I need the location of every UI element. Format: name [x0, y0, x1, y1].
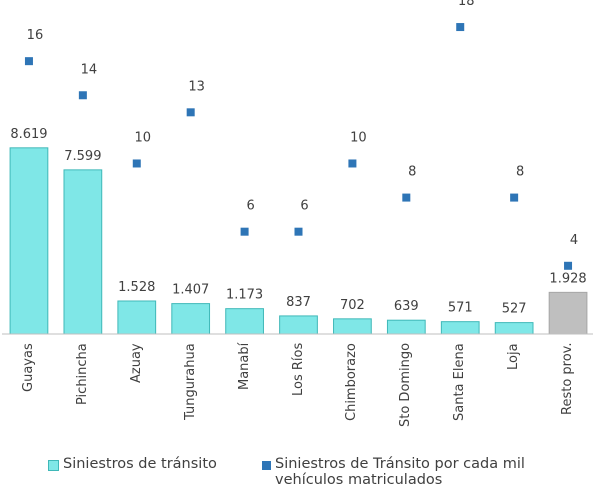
- x-tick-label: Los Ríos: [290, 343, 306, 397]
- data-label: 7.599: [64, 149, 101, 164]
- x-tick-label: Chimborazo: [344, 343, 360, 421]
- legend-item: Siniestros de tránsito: [48, 456, 217, 472]
- legend-swatch: [48, 460, 59, 471]
- bar: [279, 315, 318, 335]
- x-tick-label: Guayas: [20, 343, 36, 392]
- marker: [402, 193, 411, 202]
- data-label: 527: [502, 302, 527, 317]
- marker: [294, 227, 303, 236]
- x-tick-label: Loja: [506, 343, 522, 370]
- data-label: 13: [188, 79, 205, 94]
- data-label: 1.528: [118, 280, 155, 295]
- legend-label: Siniestros de Tránsito por cada mil vehí…: [275, 456, 525, 488]
- data-label: 837: [286, 295, 311, 310]
- x-tick-label: Santa Elena: [452, 343, 468, 421]
- bar: [494, 322, 534, 335]
- data-label: 8: [408, 165, 416, 180]
- marker: [24, 57, 33, 66]
- data-label: 14: [81, 62, 98, 77]
- data-label: 10: [134, 130, 151, 145]
- data-label: 571: [448, 301, 473, 316]
- data-label: 1.173: [226, 288, 263, 303]
- marker: [510, 193, 519, 202]
- data-label: 8: [516, 165, 524, 180]
- bar: [333, 318, 372, 335]
- data-label: 639: [394, 299, 419, 314]
- data-label: 16: [27, 28, 44, 43]
- data-label: 6: [300, 199, 308, 214]
- legend-swatch: [262, 461, 271, 470]
- bar: [63, 169, 103, 335]
- data-label: 18: [458, 0, 475, 9]
- x-tick-label: Pichincha: [74, 343, 90, 405]
- marker: [240, 227, 249, 236]
- marker: [564, 261, 573, 270]
- x-tick-label: Manabí: [236, 343, 252, 391]
- marker: [78, 91, 87, 100]
- marker: [132, 159, 141, 168]
- data-label: 10: [350, 130, 367, 145]
- data-label: 4: [570, 233, 578, 248]
- data-label: 1.407: [172, 283, 209, 298]
- marker: [186, 108, 195, 117]
- data-label: 1.928: [549, 271, 586, 286]
- x-tick-label: Azuay: [128, 343, 144, 383]
- bar: [117, 300, 157, 335]
- x-tick-label: Tungurahua: [182, 343, 198, 420]
- bar: [225, 308, 264, 335]
- data-label: 8.619: [10, 127, 47, 142]
- x-tick-label: Sto Domingo: [398, 343, 414, 428]
- marker: [456, 23, 465, 32]
- bar: [9, 147, 49, 335]
- legend-item: Siniestros de Tránsito por cada mil vehí…: [262, 456, 552, 488]
- bar: [548, 291, 588, 335]
- marker: [348, 159, 357, 168]
- bar: [386, 319, 426, 335]
- bar: [440, 321, 480, 335]
- data-label: 6: [246, 199, 254, 214]
- data-label: 702: [340, 298, 365, 313]
- x-tick-label: Resto prov.: [560, 343, 576, 416]
- legend-label: Siniestros de tránsito: [63, 456, 217, 472]
- bar: [171, 303, 211, 335]
